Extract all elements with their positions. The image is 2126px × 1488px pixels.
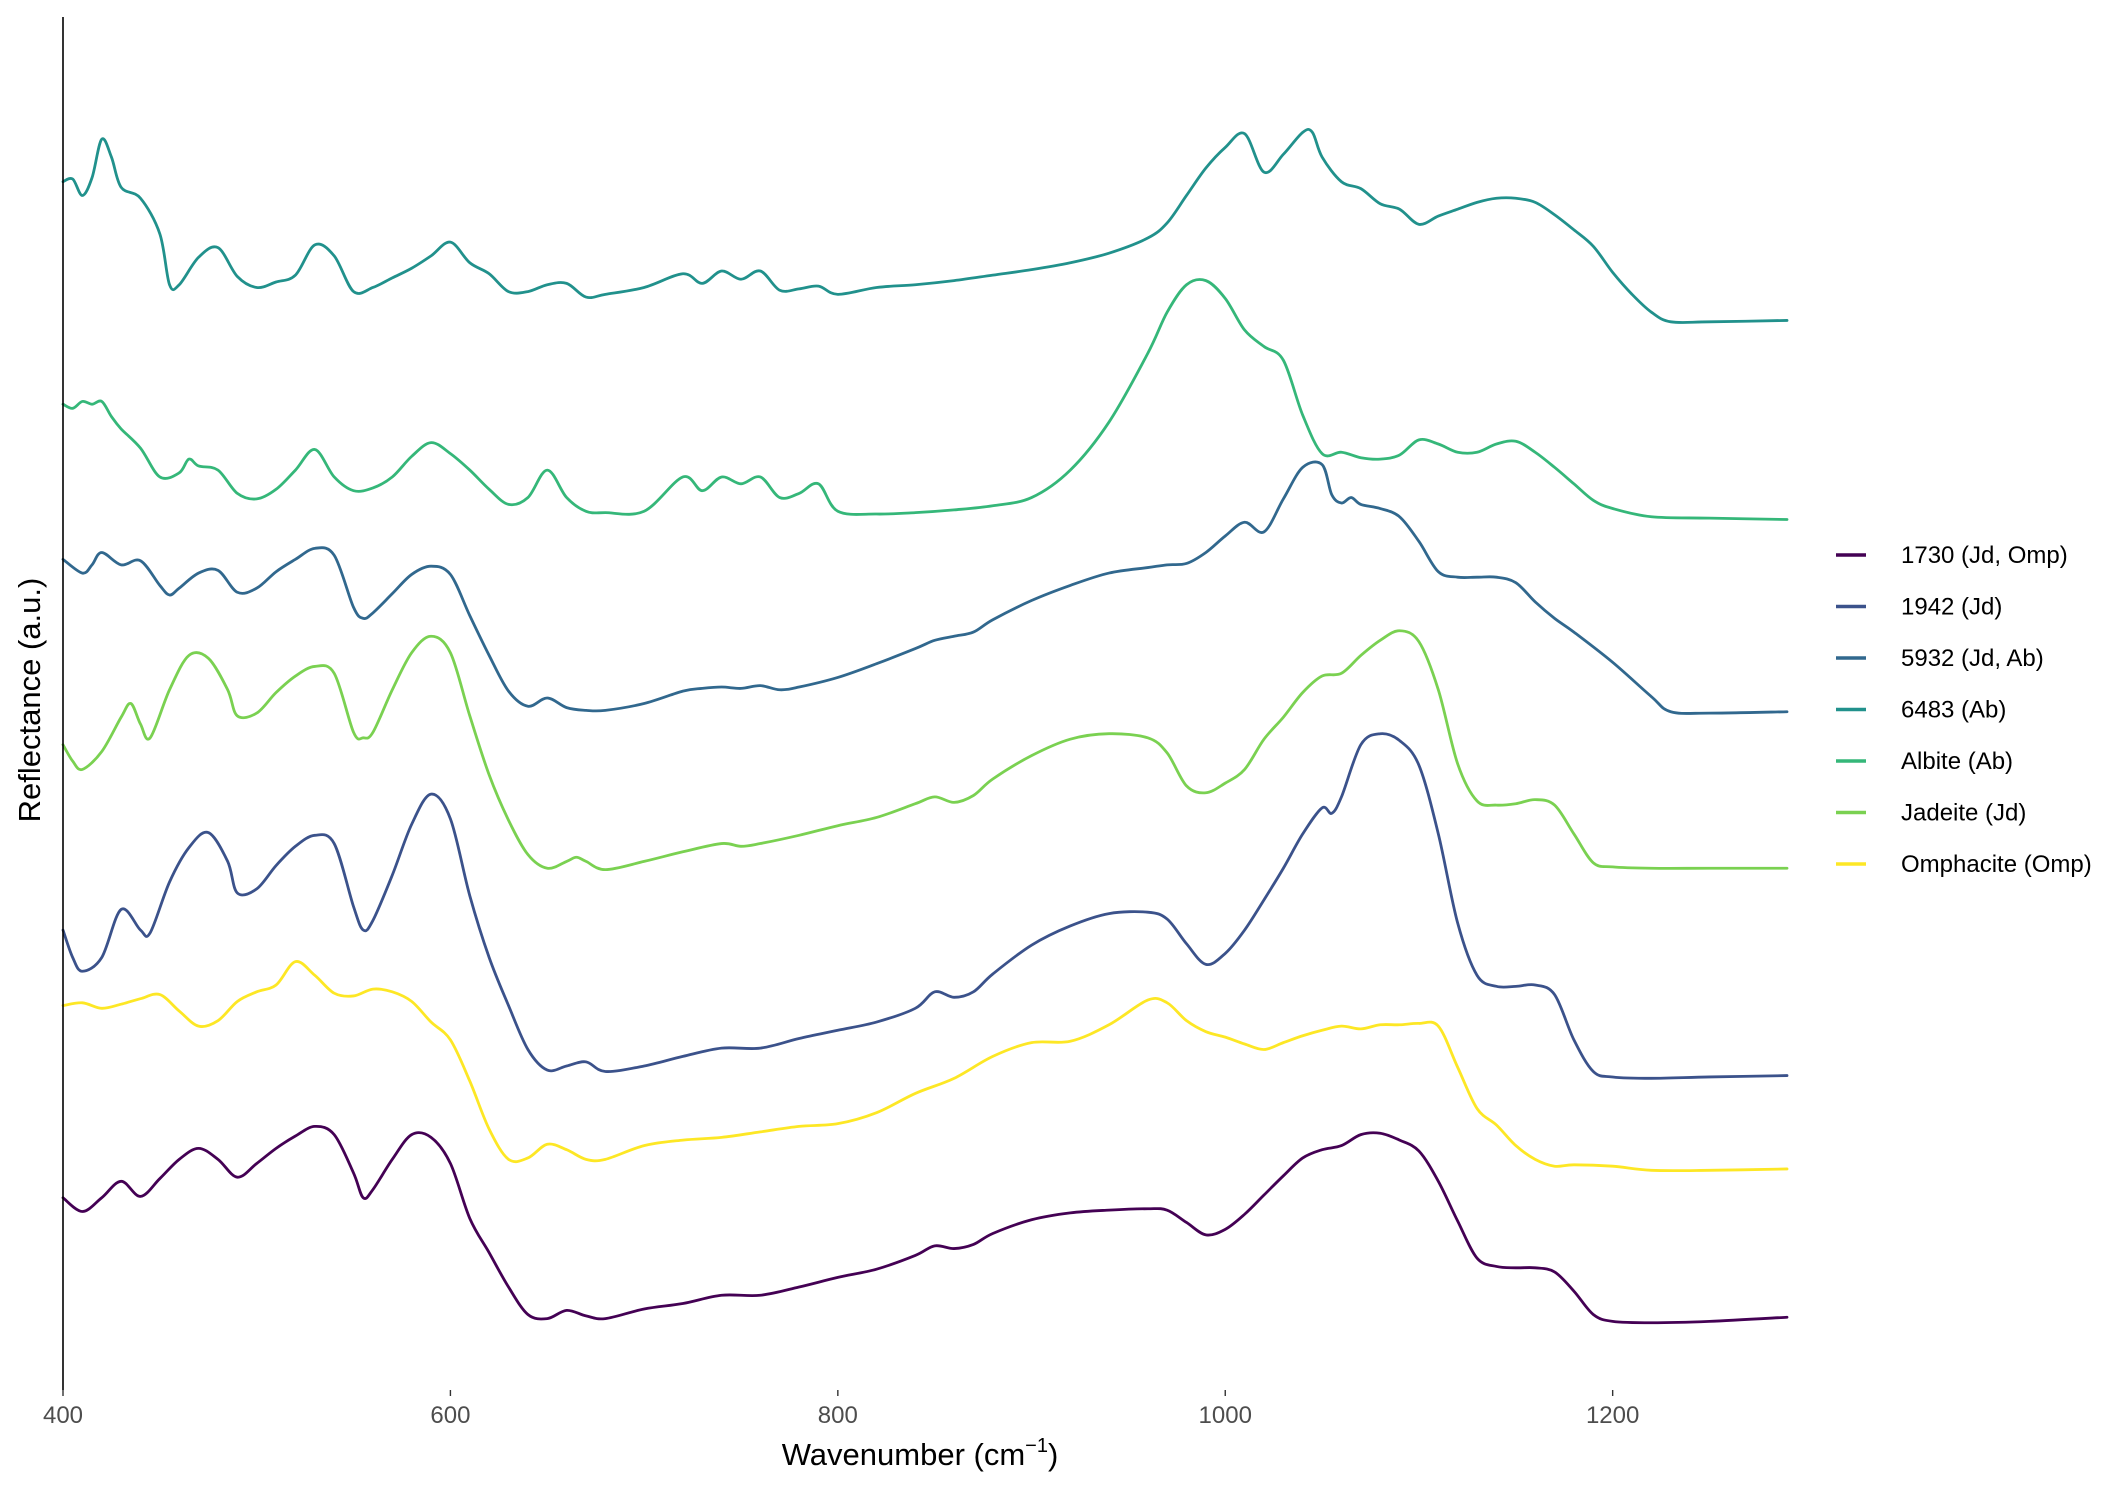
legend-label-5932-jd-ab: 5932 (Jd, Ab) bbox=[1901, 645, 2044, 672]
series-line-omphacite-omp bbox=[61, 960, 1789, 1173]
legend-label-albite-ab: Albite (Ab) bbox=[1901, 748, 2013, 775]
series-line-1730-jd-omp bbox=[61, 1124, 1789, 1325]
series-line-albite-ab bbox=[61, 278, 1789, 521]
x-axis-title: Wavenumber (cm−1) bbox=[782, 1435, 1059, 1472]
x-tick-label-400: 400 bbox=[43, 1402, 83, 1429]
legend: 1730 (Jd, Omp) 1942 (Jd) 5932 (Jd, Ab) 6483… bbox=[1836, 542, 2092, 878]
series-line-6483-ab bbox=[61, 128, 1789, 324]
series-layer bbox=[61, 128, 1789, 1325]
legend-label-6483-ab: 6483 (Ab) bbox=[1901, 697, 2006, 724]
x-tick-label-600: 600 bbox=[430, 1402, 470, 1429]
x-tick-label-800: 800 bbox=[818, 1402, 858, 1429]
y-axis-title: Reflectance (a.u.) bbox=[12, 578, 47, 823]
x-tick-label-1200: 1200 bbox=[1586, 1402, 1639, 1429]
legend-label-1942-jd: 1942 (Jd) bbox=[1901, 594, 2002, 621]
x-axis-ticks: 400 600 800 1000 1200 bbox=[43, 1390, 1639, 1429]
x-axis-title-superscript: −1 bbox=[1025, 1435, 1048, 1457]
series-line-jadeite-jd bbox=[61, 629, 1789, 872]
x-tick-label-1000: 1000 bbox=[1199, 1402, 1252, 1429]
legend-label-1730-jd-omp: 1730 (Jd, Omp) bbox=[1901, 542, 2068, 569]
legend-label-omphacite-omp: Omphacite (Omp) bbox=[1901, 851, 2092, 878]
series-line-1942-jd bbox=[61, 732, 1789, 1080]
series-line-5932-jd-ab bbox=[61, 460, 1789, 715]
legend-label-jadeite-jd: Jadeite (Jd) bbox=[1901, 800, 2026, 827]
